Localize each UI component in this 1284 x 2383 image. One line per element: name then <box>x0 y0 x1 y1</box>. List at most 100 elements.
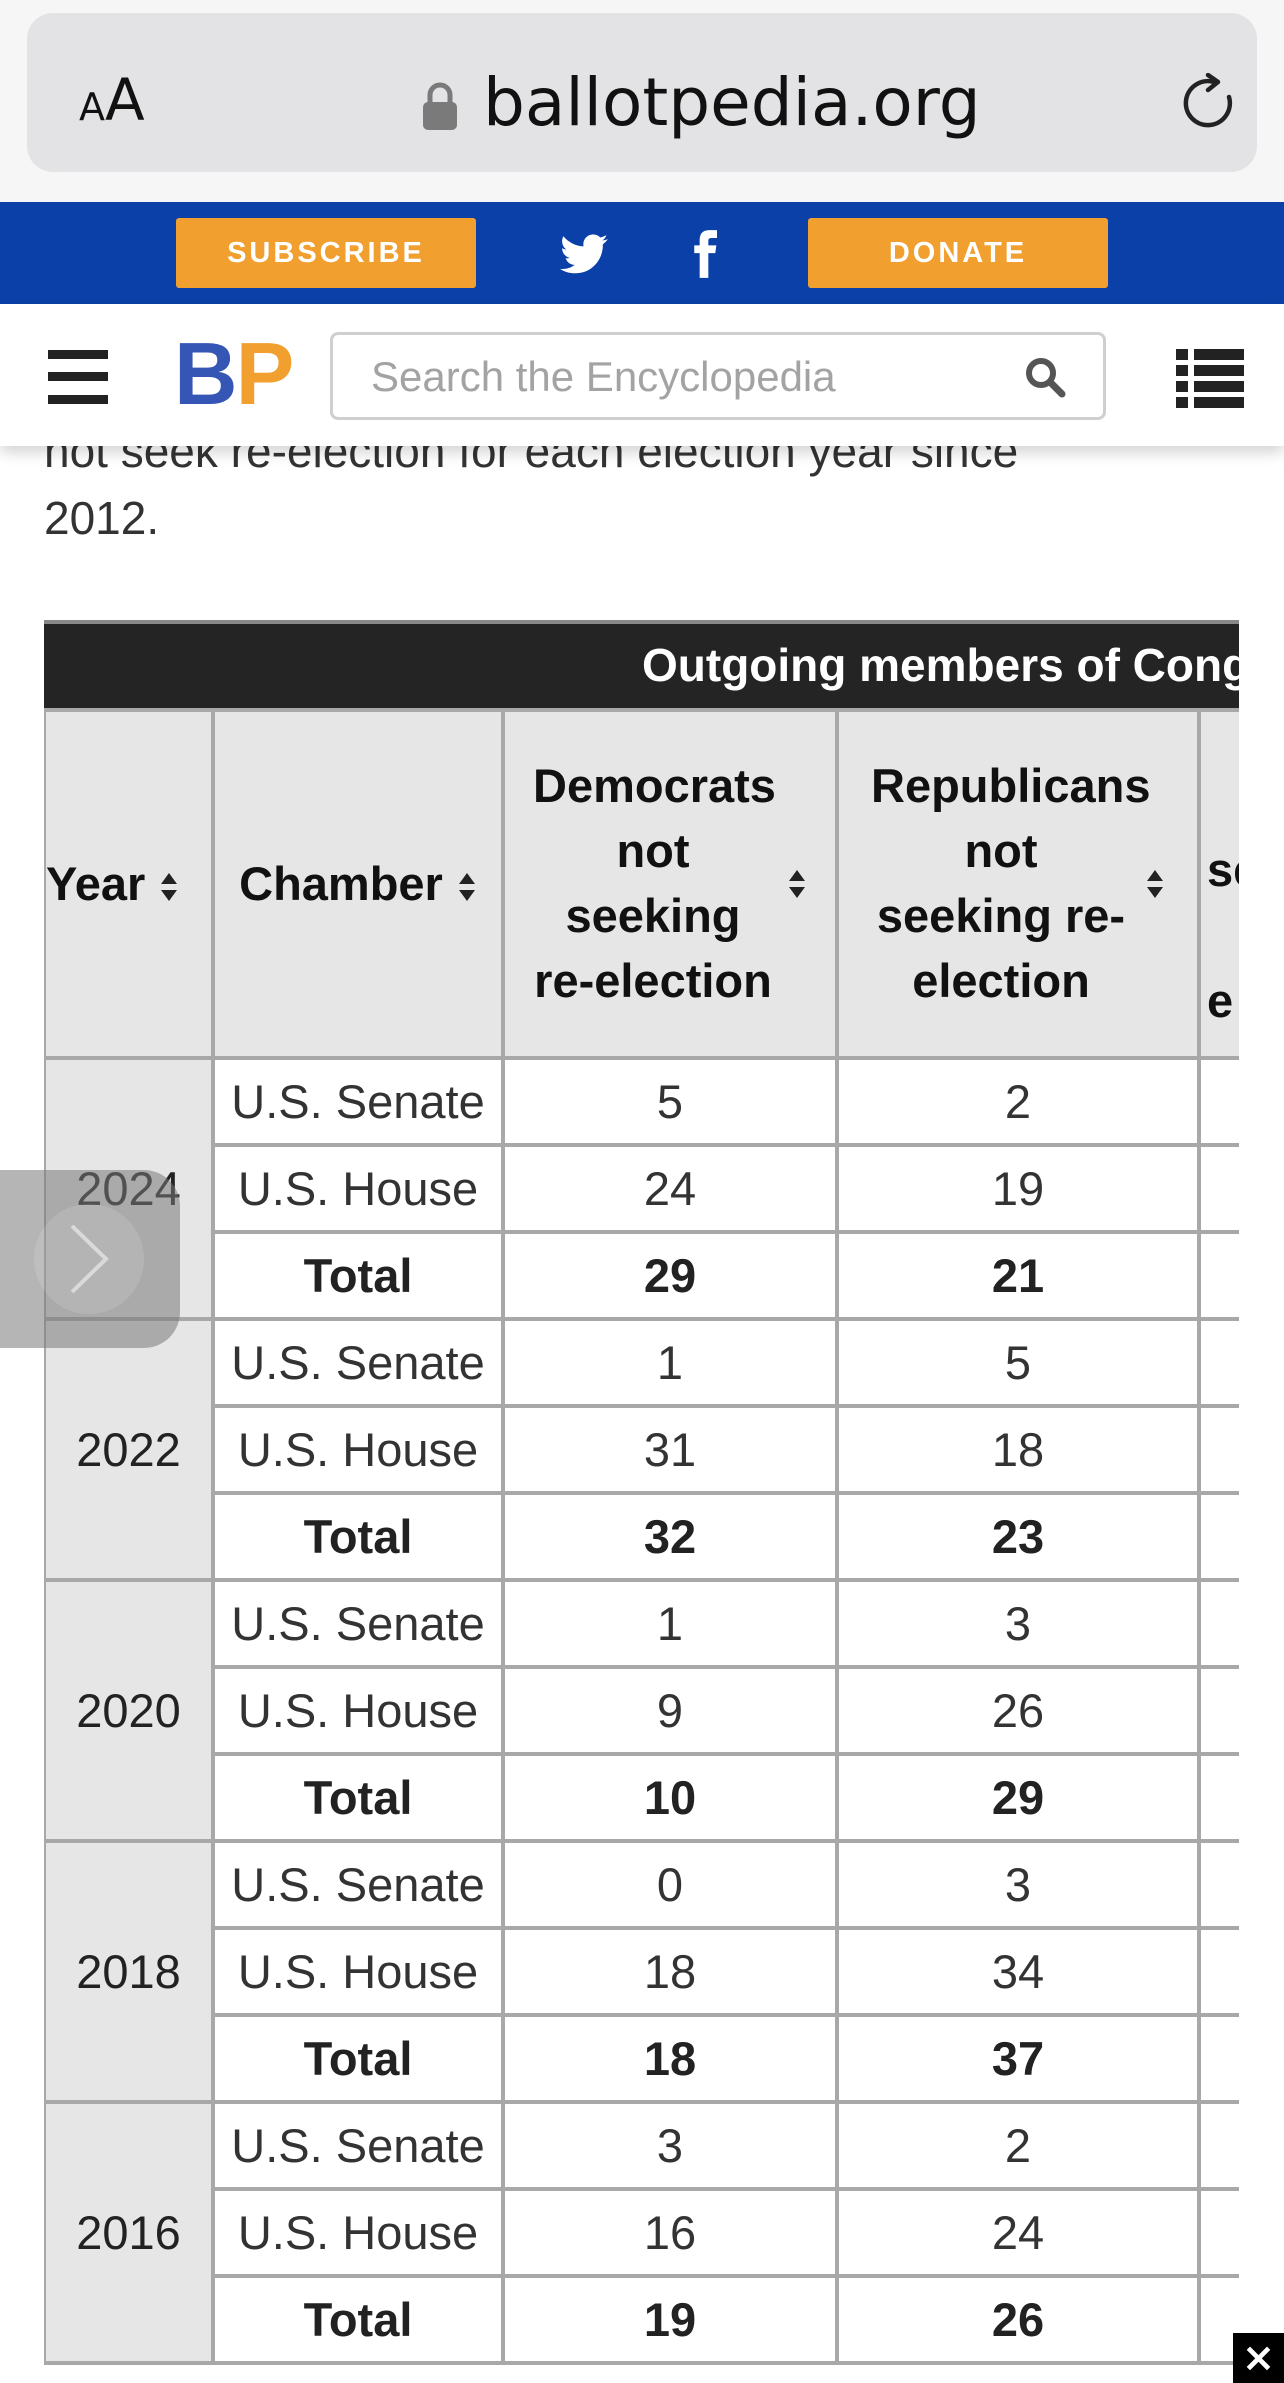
partial-cell <box>1197 1230 1239 1321</box>
twitter-icon[interactable] <box>558 228 610 280</box>
table-row: Total 10 29 <box>44 1752 1239 1843</box>
ballotpedia-logo[interactable]: BP <box>174 324 294 423</box>
table-row: 2020 U.S. Senate 1 3 <box>44 1578 1239 1843</box>
partial-cell <box>1197 1491 1239 1582</box>
chamber-cell: Total <box>211 2274 505 2365</box>
partial-cell <box>1197 2274 1239 2365</box>
republicans-cell: 37 <box>835 2013 1201 2104</box>
democrats-cell: 24 <box>501 1143 839 1234</box>
year-cell: 2020 <box>44 1578 215 1843</box>
column-header-republicans[interactable]: Republicans not seeking re-election <box>835 708 1201 1060</box>
sort-icon <box>789 870 805 898</box>
menu-icon[interactable] <box>48 348 108 406</box>
year-cell: 2016 <box>44 2100 215 2365</box>
democrats-cell: 16 <box>501 2187 839 2278</box>
chamber-cell: U.S. Senate <box>211 1839 505 1930</box>
table-row: U.S. House 16 24 <box>44 2187 1239 2278</box>
table-header-row: Year Chamber Democrats not seeking re-el… <box>44 708 1239 1060</box>
republicans-cell: 24 <box>835 2187 1201 2278</box>
chamber-cell: U.S. House <box>211 2187 505 2278</box>
search-input[interactable] <box>369 349 1013 405</box>
chamber-cell: U.S. Senate <box>211 1578 505 1669</box>
democrats-cell: 18 <box>501 1926 839 2017</box>
democrats-cell: 5 <box>501 1056 839 1147</box>
sort-icon <box>161 873 178 902</box>
republicans-cell: 21 <box>835 1230 1201 1321</box>
outgoing-members-table[interactable]: Outgoing members of Congress, 2012-2024 … <box>44 620 1239 2383</box>
side-scroll-button[interactable] <box>0 1170 180 1348</box>
chamber-cell: U.S. Senate <box>211 1056 505 1147</box>
partial-cell <box>1197 1143 1239 1234</box>
table-row: U.S. House 9 26 <box>44 1665 1239 1756</box>
table-caption: Outgoing members of Congress, 2012-2024 <box>44 624 1239 708</box>
partial-cell <box>1197 1752 1239 1843</box>
chamber-cell: Total <box>211 2013 505 2104</box>
donate-button[interactable]: DONATE <box>808 218 1108 288</box>
republicans-cell: 3 <box>835 1839 1201 1930</box>
table-row: U.S. House 24 19 <box>44 1143 1239 1234</box>
column-header-chamber[interactable]: Chamber <box>211 708 505 1060</box>
url-field[interactable]: AA ballotpedia.org <box>27 13 1257 172</box>
partial-cell <box>1197 1317 1239 1408</box>
republicans-cell: 18 <box>835 1404 1201 1495</box>
republicans-cell: 26 <box>835 2274 1201 2365</box>
chamber-cell: U.S. Senate <box>211 2100 505 2191</box>
chamber-cell: U.S. House <box>211 1404 505 1495</box>
search-box[interactable] <box>330 332 1106 420</box>
intro-paragraph: not seek re-election for each election y… <box>44 446 1144 551</box>
site-header: BP <box>0 304 1284 446</box>
chamber-cell: Total <box>211 1752 505 1843</box>
republicans-cell: 3 <box>835 1578 1201 1669</box>
column-header-democrats[interactable]: Democrats not seeking re-election <box>501 708 839 1060</box>
intro-clipped-line: not seek re-election for each election y… <box>44 446 1019 477</box>
subscribe-button[interactable]: SUBSCRIBE <box>176 218 476 288</box>
democrats-cell: 32 <box>501 1491 839 1582</box>
year-cell: 2018 <box>44 1839 215 2104</box>
table-row: 2016 U.S. Senate 3 2 <box>44 2100 1239 2365</box>
republicans-cell: 19 <box>835 1143 1201 1234</box>
list-icon[interactable] <box>1176 348 1244 408</box>
chamber-cell: U.S. Senate <box>211 1317 505 1408</box>
reload-icon[interactable] <box>1180 73 1242 135</box>
table-row: U.S. House 31 18 <box>44 1404 1239 1495</box>
sort-icon <box>458 873 475 902</box>
column-header-partial[interactable]: se e <box>1197 708 1239 1060</box>
democrats-cell: 19 <box>501 2274 839 2365</box>
chamber-cell: Total <box>211 1491 505 1582</box>
chamber-cell: U.S. House <box>211 1926 505 2017</box>
partial-cell <box>1197 2013 1239 2104</box>
partial-cell <box>1197 1665 1239 1756</box>
side-button-circle <box>34 1204 144 1314</box>
partial-cell <box>1197 1578 1239 1669</box>
republicans-cell: 26 <box>835 1665 1201 1756</box>
republicans-cell: 5 <box>835 1317 1201 1408</box>
table-row: 2018 U.S. Senate 0 3 <box>44 1839 1239 2104</box>
column-header-year[interactable]: Year <box>44 708 215 1060</box>
table-row: Total 29 21 <box>44 1230 1239 1321</box>
democrats-cell: 3 <box>501 2100 839 2191</box>
chamber-cell: U.S. House <box>211 1665 505 1756</box>
democrats-cell: 18 <box>501 2013 839 2104</box>
table-border <box>44 620 1239 624</box>
democrats-cell: 0 <box>501 1839 839 1930</box>
republicans-cell: 2 <box>835 1056 1201 1147</box>
year-cell: 2022 <box>44 1317 215 1582</box>
democrats-cell: 1 <box>501 1578 839 1669</box>
partial-cell <box>1197 2100 1239 2191</box>
republicans-cell: 29 <box>835 1752 1201 1843</box>
browser-address-bar: AA ballotpedia.org <box>0 0 1284 202</box>
top-banner: SUBSCRIBE DONATE <box>0 202 1284 304</box>
partial-cell <box>1197 1839 1239 1930</box>
facebook-icon[interactable] <box>678 228 730 280</box>
partial-cell <box>1197 1926 1239 2017</box>
text-size-button[interactable]: AA <box>79 66 145 134</box>
table-row: 2022 U.S. Senate 1 5 <box>44 1317 1239 1582</box>
close-ad-button[interactable]: × <box>1233 2333 1284 2383</box>
lock-icon <box>423 82 457 130</box>
table-row: Total 18 37 <box>44 2013 1239 2104</box>
search-icon[interactable] <box>1023 355 1067 399</box>
data-table: Year Chamber Democrats not seeking re-el… <box>44 708 1239 2365</box>
democrats-cell: 9 <box>501 1665 839 1756</box>
